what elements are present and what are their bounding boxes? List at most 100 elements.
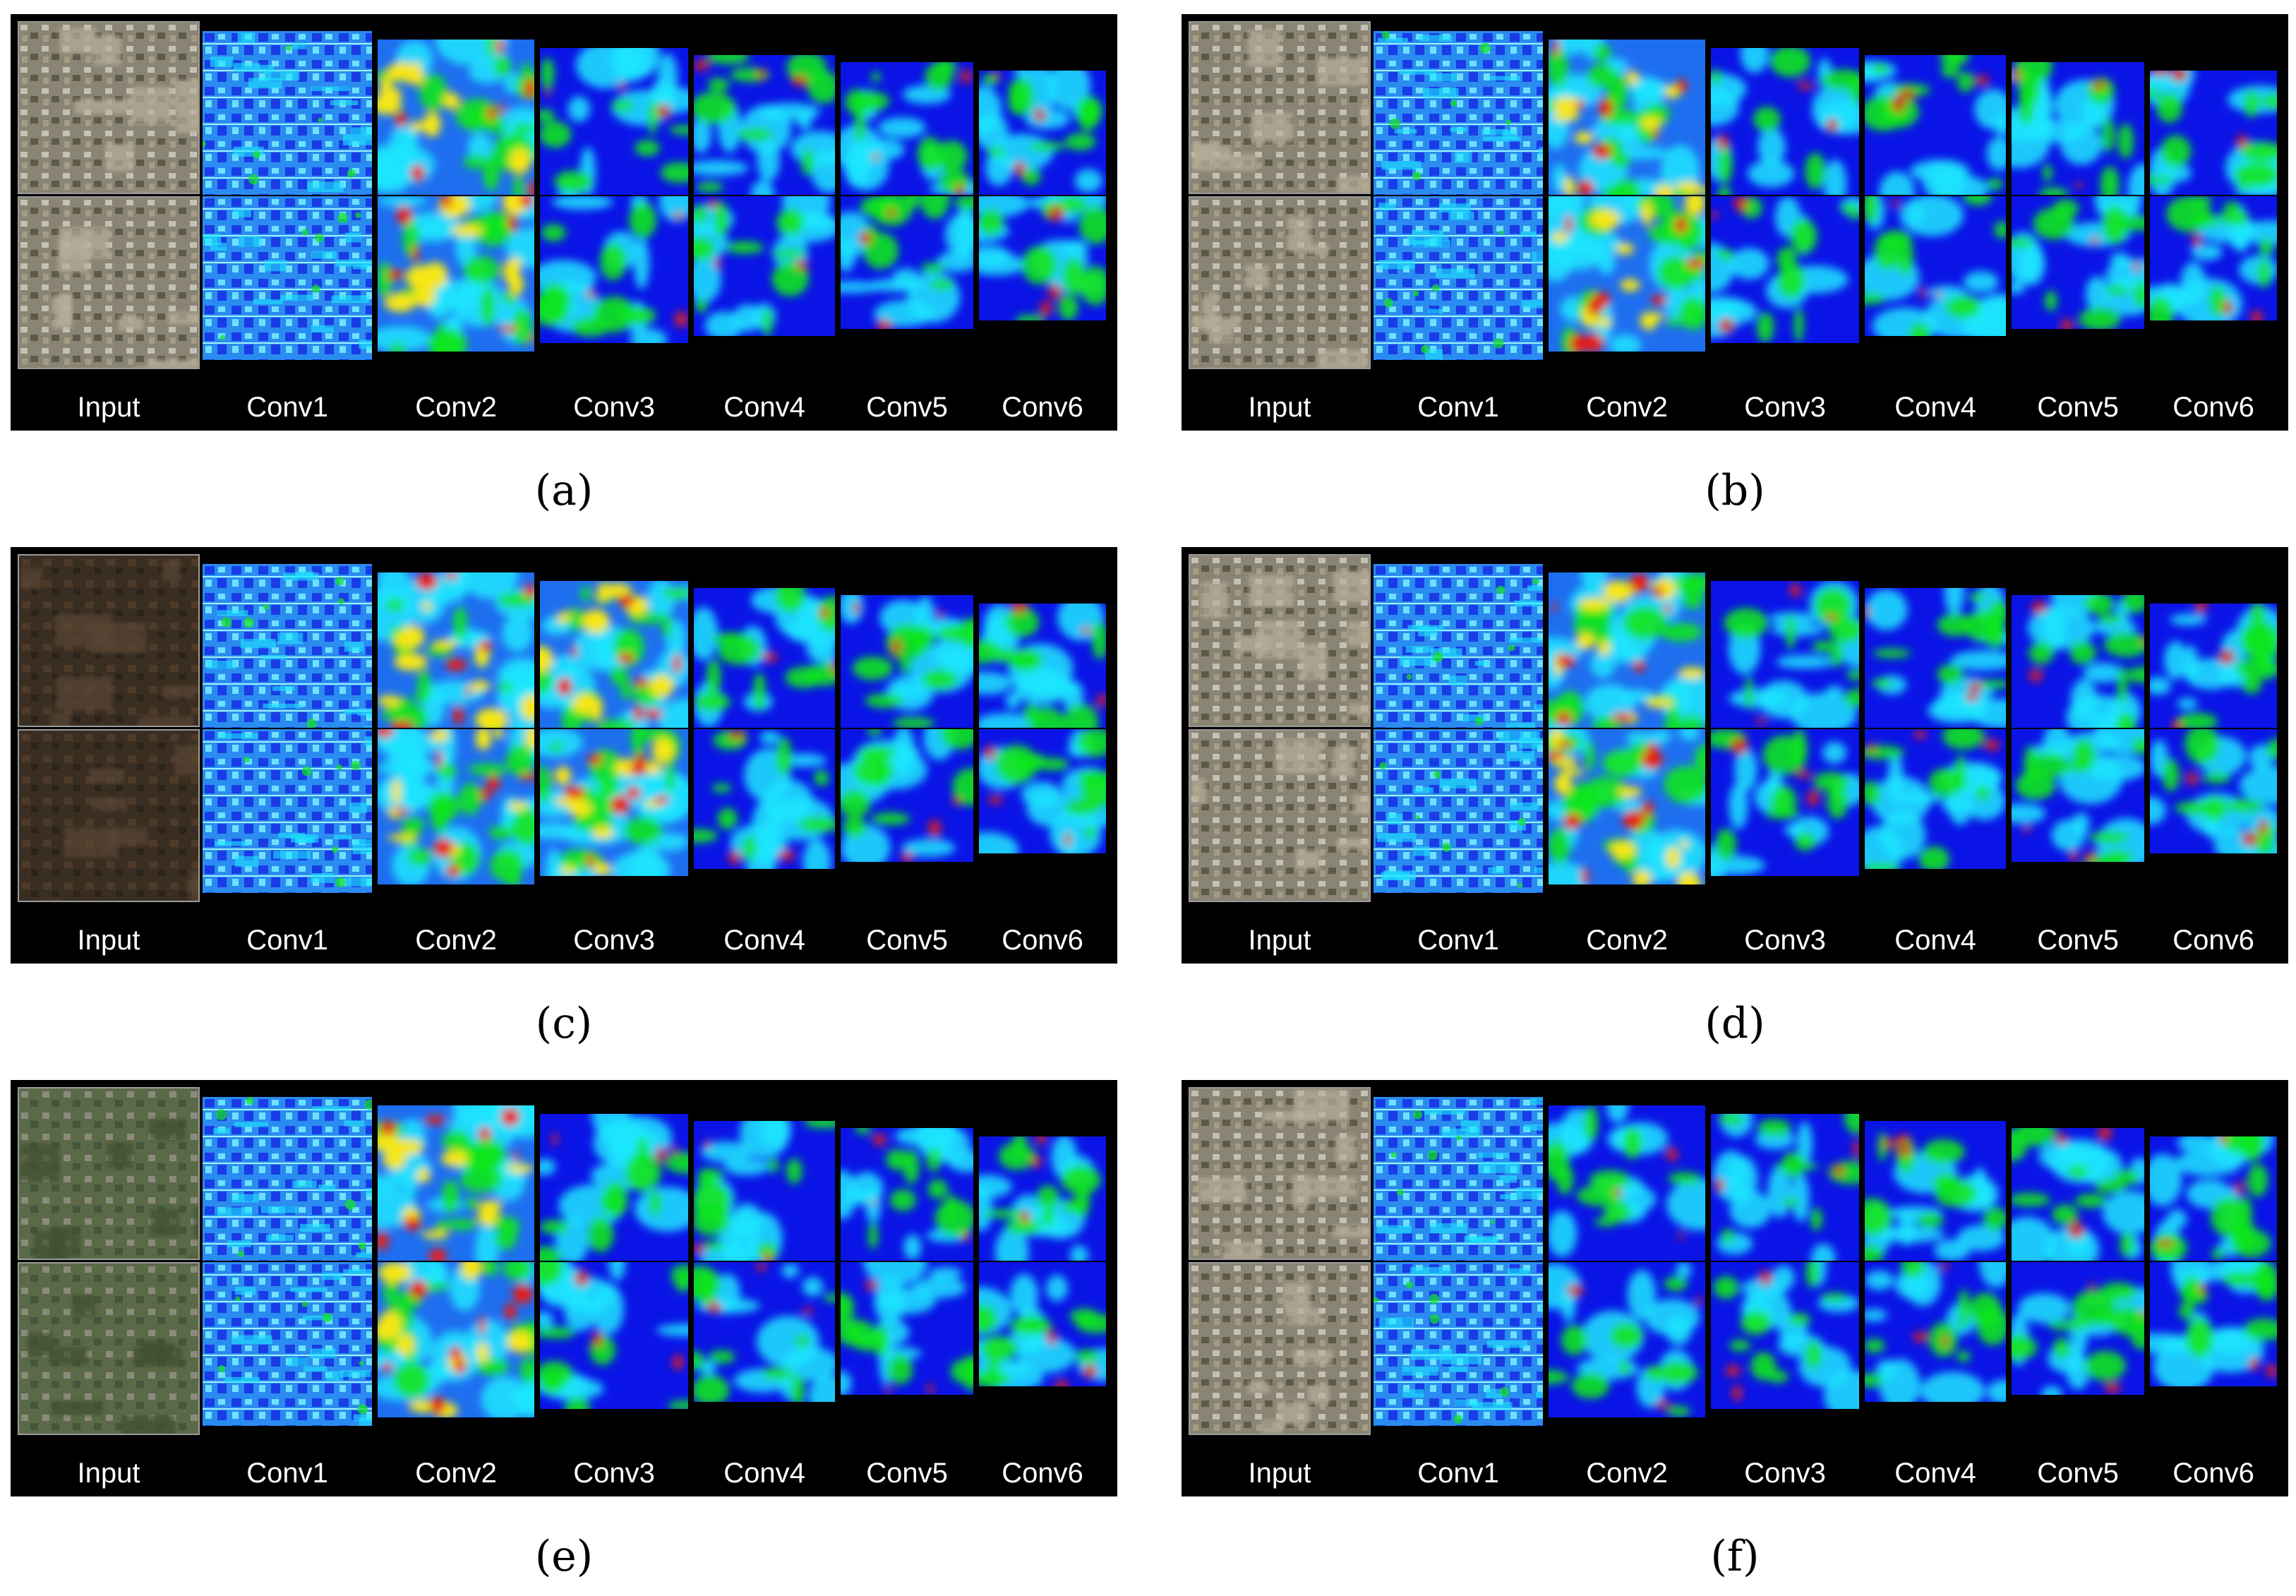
column-label-conv2: Conv2 [1586, 392, 1668, 423]
feature-map-conv4-top [694, 1121, 835, 1261]
figure-panel-b: Input Conv1 Conv2 Conv3 Conv4 Conv5 Conv6 [1182, 14, 2288, 431]
column-label-conv6: Conv6 [2172, 392, 2254, 423]
input-image-bottom [18, 729, 200, 902]
column-label-conv2: Conv2 [1586, 1458, 1668, 1489]
feature-map-conv1-top [1374, 31, 1543, 195]
feature-map-conv1-top [203, 564, 372, 728]
column-label-input: Input [77, 1458, 140, 1489]
feature-map-conv4-bottom [694, 196, 835, 336]
feature-map-conv2-top [378, 40, 534, 195]
panel-caption-e: (e) [534, 1532, 594, 1581]
feature-map-conv1-bottom [203, 1262, 372, 1426]
feature-map-conv4-top [694, 588, 835, 728]
panel-caption-b: (b) [1705, 466, 1765, 515]
column-label-conv3: Conv3 [1744, 925, 1826, 956]
column-label-conv1: Conv1 [1417, 925, 1499, 956]
column-label-input: Input [77, 925, 140, 956]
feature-map-conv6-bottom [2150, 729, 2277, 853]
input-image-bottom [1189, 729, 1371, 902]
column-label-conv5: Conv5 [2037, 392, 2119, 423]
feature-map-conv1-top [203, 1097, 372, 1261]
feature-map-conv6-bottom [2150, 196, 2277, 320]
feature-map-conv5-bottom [2012, 1262, 2144, 1395]
column-label-input: Input [77, 392, 140, 423]
column-label-conv2: Conv2 [1586, 925, 1668, 956]
column-label-conv6: Conv6 [1002, 392, 1083, 423]
feature-map-conv5-bottom [2012, 729, 2144, 862]
column-label-conv4: Conv4 [1894, 925, 1976, 956]
input-image-top [18, 1087, 200, 1260]
feature-map-conv4-top [1865, 55, 2006, 195]
feature-map-conv4-top [1865, 588, 2006, 728]
column-label-conv5: Conv5 [866, 1458, 948, 1489]
column-label-conv5: Conv5 [866, 392, 948, 423]
column-label-conv2: Conv2 [415, 1458, 497, 1489]
feature-map-conv3-top [540, 581, 688, 728]
column-label-conv3: Conv3 [1744, 392, 1826, 423]
column-label-conv4: Conv4 [723, 392, 805, 423]
column-label-conv2: Conv2 [415, 392, 497, 423]
column-label-conv1: Conv1 [1417, 392, 1499, 423]
column-label-conv3: Conv3 [1744, 1458, 1826, 1489]
column-label-conv3: Conv3 [573, 925, 655, 956]
input-image-top [18, 554, 200, 727]
feature-map-conv3-top [1711, 581, 1859, 728]
feature-map-conv2-bottom [378, 1262, 534, 1417]
feature-map-conv1-bottom [1374, 1262, 1543, 1426]
feature-map-conv3-top [540, 1114, 688, 1261]
figure-panel-f: Input Conv1 Conv2 Conv3 Conv4 Conv5 Conv6 [1182, 1080, 2288, 1496]
feature-map-conv4-bottom [694, 1262, 835, 1402]
feature-map-conv3-top [1711, 1114, 1859, 1261]
feature-map-conv5-bottom [841, 196, 973, 329]
column-label-conv3: Conv3 [573, 1458, 655, 1489]
panel-caption-a: (a) [534, 466, 594, 515]
feature-map-conv5-top [841, 1128, 973, 1261]
feature-map-conv2-bottom [1549, 729, 1705, 884]
feature-map-conv3-bottom [540, 729, 688, 876]
input-image-bottom [18, 196, 200, 369]
feature-map-conv4-top [1865, 1121, 2006, 1261]
column-label-conv4: Conv4 [1894, 392, 1976, 423]
feature-map-conv2-top [1549, 1105, 1705, 1261]
feature-map-conv6-top [2150, 1136, 2277, 1261]
column-label-conv5: Conv5 [866, 925, 948, 956]
column-label-conv1: Conv1 [246, 925, 328, 956]
feature-map-conv5-top [841, 595, 973, 728]
input-image-bottom [1189, 1262, 1371, 1435]
feature-map-conv4-bottom [694, 729, 835, 869]
feature-map-conv4-bottom [1865, 729, 2006, 869]
feature-map-conv5-top [841, 62, 973, 195]
figure-panel-c: Input Conv1 Conv2 Conv3 Conv4 Conv5 Conv6 [11, 547, 1117, 964]
column-label-conv6: Conv6 [2172, 925, 2254, 956]
feature-map-conv6-bottom [979, 196, 1106, 320]
feature-map-conv6-bottom [2150, 1262, 2277, 1386]
feature-map-conv3-bottom [540, 196, 688, 343]
feature-map-conv4-bottom [1865, 196, 2006, 336]
feature-map-conv2-top [1549, 572, 1705, 728]
feature-map-conv3-bottom [1711, 196, 1859, 343]
feature-map-conv5-bottom [841, 729, 973, 862]
feature-map-conv3-bottom [540, 1262, 688, 1409]
feature-map-conv5-top [2012, 1128, 2144, 1261]
input-image-top [18, 21, 200, 194]
feature-map-conv6-top [979, 71, 1106, 195]
feature-map-conv3-bottom [1711, 729, 1859, 876]
feature-map-conv3-top [540, 48, 688, 195]
feature-map-conv4-top [694, 55, 835, 195]
feature-map-conv3-bottom [1711, 1262, 1859, 1409]
input-image-top [1189, 21, 1371, 194]
figure-panel-a: Input Conv1 Conv2 Conv3 Conv4 Conv5 Conv6 [11, 14, 1117, 431]
feature-map-conv6-top [979, 604, 1106, 728]
panel-caption-d: (d) [1705, 999, 1765, 1048]
feature-map-conv1-bottom [203, 729, 372, 893]
feature-map-conv1-bottom [1374, 196, 1543, 360]
feature-map-conv5-bottom [841, 1262, 973, 1395]
feature-map-conv2-top [378, 572, 534, 728]
column-label-conv1: Conv1 [246, 1458, 328, 1489]
column-label-input: Input [1248, 1458, 1311, 1489]
column-label-conv4: Conv4 [723, 1458, 805, 1489]
input-image-bottom [1189, 196, 1371, 369]
input-image-top [1189, 1087, 1371, 1260]
column-label-conv3: Conv3 [573, 392, 655, 423]
feature-map-conv6-top [2150, 71, 2277, 195]
